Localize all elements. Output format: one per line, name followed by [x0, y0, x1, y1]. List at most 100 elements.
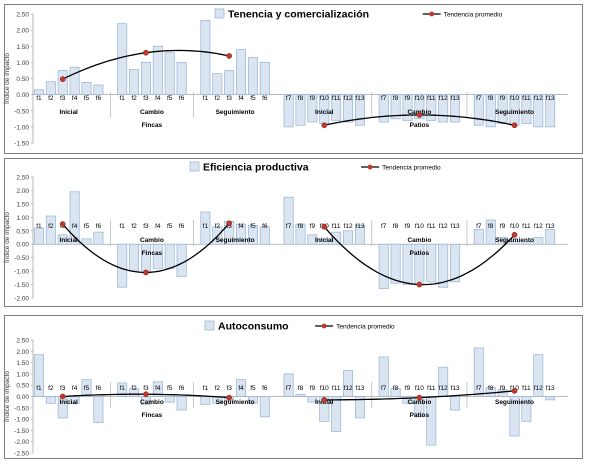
x-tick-label: f12 [439, 385, 448, 392]
x-tick-label: f1 [119, 95, 125, 102]
x-tick-label: f10 [510, 223, 519, 230]
x-tick-label: f13 [355, 95, 364, 102]
x-tick-label: f10 [415, 385, 424, 392]
group-label: Fincas [142, 250, 163, 257]
bar [176, 62, 187, 95]
x-tick-label: f9 [310, 385, 316, 392]
x-tick-label: f2 [48, 385, 54, 392]
group-label: Fincas [142, 412, 163, 419]
x-tick-label: f3 [60, 385, 66, 392]
x-tick-label: f11 [332, 95, 341, 102]
x-tick-label: f4 [72, 95, 78, 102]
x-tick-label: f11 [427, 385, 436, 392]
bar [152, 243, 163, 269]
trend-marker [416, 281, 423, 288]
legend-bar-swatch [189, 161, 200, 172]
x-tick-label: f2 [48, 223, 54, 230]
bar [93, 396, 104, 423]
x-tick-label: f8 [393, 95, 399, 102]
bar [283, 373, 294, 397]
y-tick-label: 0.50 [16, 383, 29, 390]
x-tick-label: f1 [36, 95, 42, 102]
stage-label: Seguimiento [495, 237, 534, 244]
trend-marker [416, 394, 423, 401]
bar [129, 243, 140, 272]
bar [521, 396, 532, 422]
y-tick-label: 2.50 [16, 338, 29, 345]
x-tick-label: f8 [298, 95, 304, 102]
bar [521, 94, 532, 124]
x-tick-label: f9 [405, 223, 411, 230]
bar [319, 238, 330, 245]
bar [438, 94, 449, 123]
trend-marker [59, 76, 66, 82]
x-tick-label: f2 [131, 95, 137, 102]
x-tick-label: f10 [415, 223, 424, 230]
bar [140, 62, 151, 95]
bar [236, 379, 247, 397]
legend-bar-swatch [204, 320, 215, 331]
legend-bar-label: Tenencia y comercialización [228, 9, 369, 21]
trend-marker [321, 223, 328, 230]
x-tick-label: f13 [546, 223, 555, 230]
x-tick-label: f10 [320, 95, 329, 102]
bar [45, 396, 56, 404]
bar [343, 370, 354, 397]
stage-label: Seguimiento [216, 399, 255, 406]
bar [247, 225, 258, 245]
x-tick-label: f7 [381, 95, 387, 102]
x-tick-label: f8 [393, 223, 399, 230]
trend-marker [511, 231, 518, 238]
x-tick-label: f5 [250, 95, 256, 102]
group-label: Patios [410, 122, 430, 129]
x-tick-label: f7 [286, 95, 292, 102]
x-tick-label: f13 [451, 223, 460, 230]
bar [331, 231, 342, 245]
y-tick-label: 2.50 [16, 12, 29, 19]
stage-label: Seguimiento [495, 399, 534, 406]
bar [307, 396, 318, 403]
bar [450, 94, 461, 123]
legend: Eficiencia productiva Tendencia promedio [189, 161, 441, 174]
x-tick-label: f1 [203, 95, 209, 102]
x-tick-label: f11 [427, 223, 436, 230]
y-tick-label: 0.00 [16, 242, 29, 249]
x-tick-label: f11 [522, 95, 531, 102]
x-tick-label: f8 [298, 385, 304, 392]
group-label: Fincas [142, 122, 163, 129]
bar [485, 94, 496, 128]
bar [485, 219, 496, 245]
x-tick-label: f5 [167, 95, 173, 102]
x-tick-label: f8 [488, 95, 494, 102]
y-tick-label: -0.50 [14, 108, 29, 115]
bar [259, 62, 270, 95]
y-axis-title: Índice de impacto [2, 53, 11, 104]
bar [236, 49, 247, 95]
stage-label: Cambio [140, 109, 164, 116]
x-tick-label: f5 [167, 223, 173, 230]
bar [33, 89, 44, 95]
x-tick-label: f9 [500, 385, 506, 392]
x-tick-label: f3 [143, 385, 149, 392]
x-tick-label: f8 [488, 385, 494, 392]
x-tick-label: f2 [48, 95, 54, 102]
bar [129, 388, 140, 397]
x-tick-label: f13 [355, 385, 364, 392]
bar [117, 382, 128, 397]
trend-marker [59, 221, 66, 227]
bar [200, 211, 211, 245]
x-tick-label: f5 [84, 223, 90, 230]
bar [402, 94, 413, 121]
legend-marker-swatch [321, 323, 327, 329]
bar [283, 94, 294, 128]
stage-label: Inicial [59, 109, 78, 116]
bar [295, 393, 306, 397]
bar [224, 70, 235, 95]
y-tick-label: -0.50 [14, 255, 29, 262]
bar [354, 225, 365, 245]
bar [473, 94, 484, 126]
bar [497, 237, 508, 245]
bar [45, 215, 56, 245]
stage-label: Seguimiento [216, 109, 255, 116]
